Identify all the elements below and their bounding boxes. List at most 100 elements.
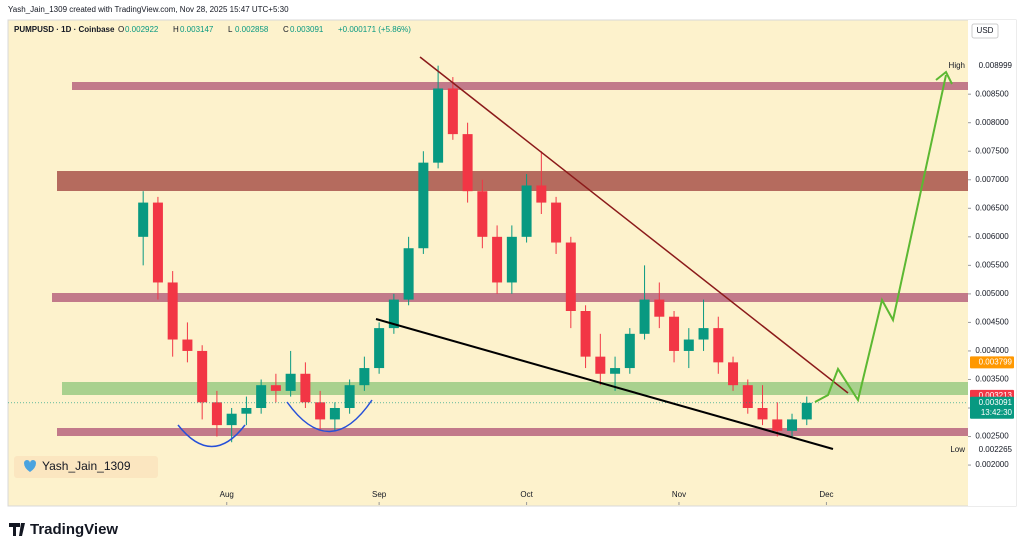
candle-body [403,248,414,300]
candle-body [270,385,281,391]
brand: TradingView [30,521,118,538]
y-tick-label: 0.003500 [975,375,1009,384]
candle-body [447,88,458,135]
trendline [375,318,834,450]
candle-body [492,236,503,283]
price-tag [970,396,1014,419]
candle-body [801,402,812,420]
y-tick-label: 0.004000 [975,346,1009,355]
watermark-box [14,456,158,478]
candle-body [344,385,355,408]
candle-body [610,368,621,374]
price-tag [970,59,1014,72]
currency-box [971,23,999,39]
price-tag [970,356,1014,369]
pattern-arc [177,424,246,448]
resistance-zone [72,82,968,90]
price-tag-value: 0.003799 [979,358,1013,367]
candle-body [300,373,311,403]
ohlc-value: 0.002858 [235,25,269,34]
price-tag-name: Low [950,445,965,454]
candle-body [138,202,149,237]
ohlc-value: 0.003147 [180,25,214,34]
candle-body [506,236,517,283]
candle-body [256,385,267,408]
heart-icon [24,460,36,472]
price-tag-value: 0.003091 [979,398,1013,407]
candle-body [241,408,252,414]
support-zone [57,428,968,436]
candle-body [713,328,724,363]
candle-body [433,88,444,163]
candle-body [182,339,193,351]
countdown: 13:42:30 [981,408,1013,417]
ohlc-key: H [173,25,179,34]
pattern-arc [286,399,373,433]
candle-body [315,402,326,420]
candle-body [772,419,783,431]
candle-body [418,162,429,249]
candle-body [787,419,798,431]
candle-body [477,191,488,237]
candle-body [551,202,562,243]
resistance-zone [52,293,968,302]
price-tag-value: 0.003213 [979,391,1013,400]
projection-arrow [935,70,953,85]
y-tick-label: 0.008000 [975,118,1009,127]
brand-logo [9,523,25,536]
candle-body [595,356,606,374]
currency: USD [977,26,994,35]
candle-body [211,402,222,426]
candle-body [728,362,739,386]
x-tick-label: Dec [819,490,833,499]
y-tick-label: 0.006000 [975,232,1009,241]
candle-body [388,299,399,329]
candle-body [226,413,237,426]
candle-body [639,299,650,334]
projection [814,74,947,403]
price-tag [970,443,1014,456]
x-tick-label: Nov [672,490,686,499]
candle-body [757,408,768,420]
y-tick-label: 0.004500 [975,318,1009,327]
price-axis [968,20,1016,506]
y-tick-label: 0.005500 [975,260,1009,269]
x-tick-label: Aug [220,490,234,499]
y-tick-label: 0.007500 [975,146,1009,155]
candle-body [624,333,635,369]
credit: Yash_Jain_1309 created with TradingView.… [8,5,289,14]
change: +0.000171 (+5.86%) [338,25,411,34]
y-tick-label: 0.002500 [975,432,1009,441]
ohlc-key: C [283,25,289,34]
resistance-zone [57,171,968,191]
y-tick-label: 0.002000 [975,460,1009,469]
candle-body [197,350,208,403]
candle-body [683,339,694,351]
candle-body [329,408,340,420]
ohlc-value: 0.002922 [125,25,159,34]
trendline [419,56,849,394]
x-tick-label: Oct [520,490,533,499]
y-tick-label: 0.008500 [975,89,1009,98]
candle-body [698,328,709,340]
ohlc-key: L [228,25,233,34]
candle-body [285,373,296,391]
y-tick-label: 0.006500 [975,203,1009,212]
candle-body [565,242,576,311]
price-tag-value: 0.008999 [979,61,1013,70]
candle-body [462,134,473,192]
ohlc-key: O [118,25,124,34]
candle-body [359,368,370,386]
x-tick-label: Sep [372,490,387,499]
price-tag-name: High [949,61,965,70]
candle-body [152,202,163,283]
y-tick-label: 0.005000 [975,289,1009,298]
candle-body [654,299,665,317]
watermark: Yash_Jain_1309 [42,459,131,473]
candle-body [521,185,532,237]
candle-body [536,185,547,203]
price-tag-value: 0.002265 [979,445,1013,454]
y-tick-label: 0.007000 [975,175,1009,184]
candle-body [374,328,385,369]
